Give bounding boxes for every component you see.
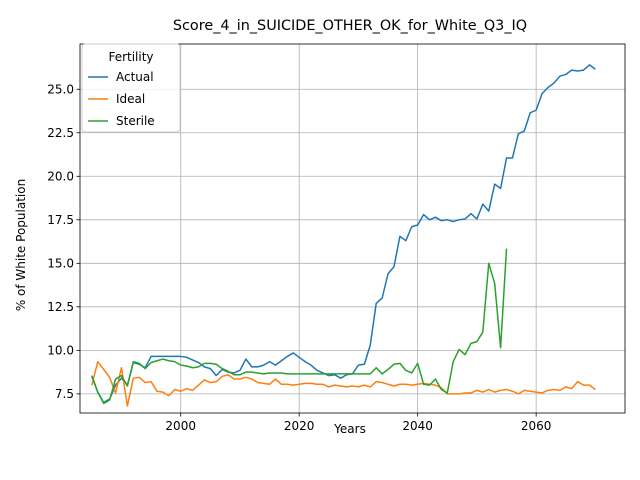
y-axis-title: % of White Population <box>14 179 28 311</box>
plot-lines <box>91 64 596 407</box>
y-tick-label: 15.0 <box>47 256 74 270</box>
legend-label-actual: Actual <box>116 70 154 84</box>
series-line-actual <box>91 64 596 404</box>
x-axis: 2000 2020 2040 2060 <box>165 413 551 433</box>
legend: Fertility Actual Ideal Sterile <box>81 43 181 133</box>
series-line-ideal <box>91 360 596 407</box>
x-tick-label: 2040 <box>402 419 433 433</box>
plot-frame <box>79 43 626 414</box>
chart-title: Score_4_in_SUICIDE_OTHER_OK_for_White_Q3… <box>173 18 527 34</box>
y-tick-label: 12.5 <box>47 300 74 314</box>
y-tick-label: 22.5 <box>47 126 74 140</box>
legend-title: Fertility <box>108 50 153 64</box>
y-tick-label: 17.5 <box>47 213 74 227</box>
y-tick-label: 20.0 <box>47 169 74 183</box>
legend-box <box>81 43 181 133</box>
grid <box>80 44 625 413</box>
y-tick-label: 7.5 <box>55 387 74 401</box>
x-axis-title: Years <box>333 422 366 436</box>
y-axis: 7.5 10.0 12.5 15.0 17.5 20.0 22.5 25.0 <box>47 82 80 401</box>
x-tick-label: 2000 <box>165 419 196 433</box>
series-line-sterile <box>91 248 508 405</box>
x-tick-label: 2020 <box>284 419 315 433</box>
legend-label-ideal: Ideal <box>116 92 145 106</box>
x-tick-label: 2060 <box>521 419 552 433</box>
legend-entries: Actual Ideal Sterile <box>88 70 155 128</box>
y-tick-label: 25.0 <box>47 82 74 96</box>
y-tick-label: 10.0 <box>47 343 74 357</box>
legend-label-sterile: Sterile <box>116 114 155 128</box>
